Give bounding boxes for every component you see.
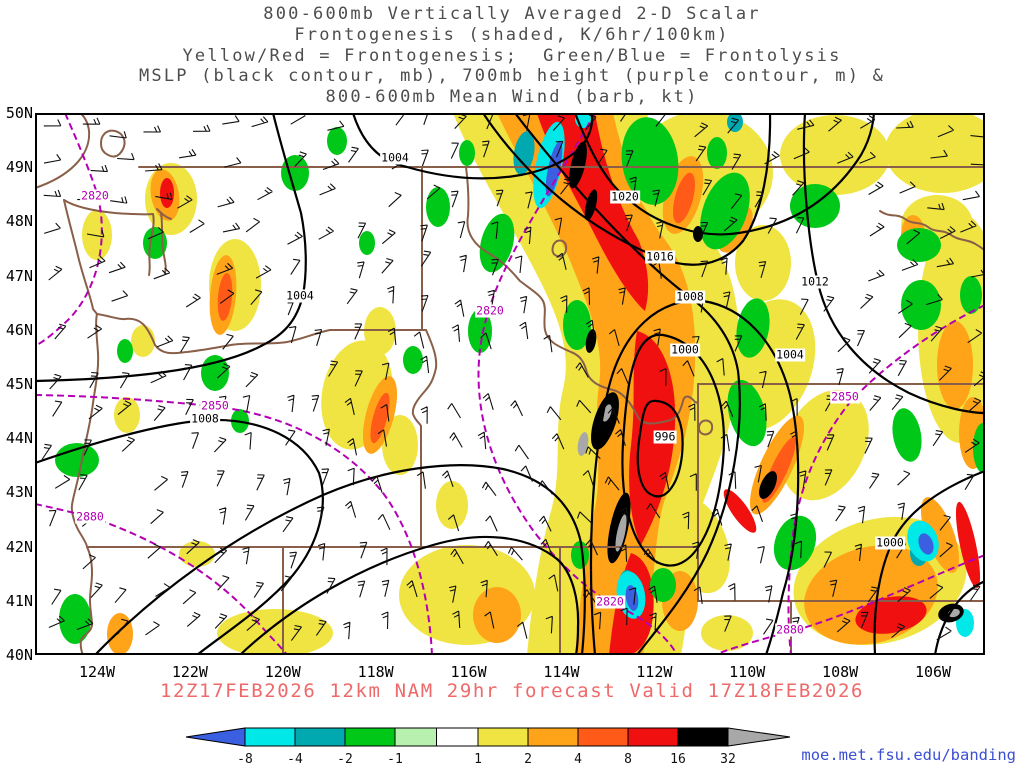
colorbar-tick-label: 32 <box>720 752 736 767</box>
colorbar-tick-label: -8 <box>237 752 253 767</box>
colorbar-svg: -8 -4 -2 -1 1 2 4 8 16 32 <box>185 727 791 767</box>
colorbar-tick-label: 16 <box>670 752 686 767</box>
lat-label: 45N <box>5 375 33 393</box>
lon-label: 122W <box>171 663 208 681</box>
colorbar-tick-label: 8 <box>624 752 632 767</box>
colorbar-segment <box>436 727 479 747</box>
colorbar-segment <box>527 727 579 747</box>
height-contour-label: 2820 <box>475 303 505 318</box>
mslp-contour-label: 1000 <box>670 342 700 357</box>
chart-title: 800-600mb Vertically Averaged 2-D Scalar… <box>0 4 1024 108</box>
forecast-info: 12Z17FEB2026 12km NAM 29hr forecast Vali… <box>159 680 865 702</box>
mslp-contour-label: 1008 <box>190 411 220 426</box>
title-line-1: 800-600mb Vertically Averaged 2-D Scalar <box>263 4 761 24</box>
contour-label-layer: 1004 1020 1016 1008 1012 1000 1004 996 1008 1000 1… <box>35 113 985 655</box>
lon-label: 120W <box>264 663 301 681</box>
colorbar-segment <box>677 727 729 747</box>
height-contour-label: 2850 <box>200 398 230 413</box>
title-line-4: MSLP (black contour, mb), 700mb height (… <box>138 66 886 87</box>
colorbar-segment <box>244 727 296 747</box>
lat-label: 44N <box>5 429 33 448</box>
mslp-contour-label: 1004 <box>775 347 805 362</box>
map-area: 1004 1020 1016 1008 1012 1000 1004 996 1008 1000 1… <box>35 113 985 655</box>
lat-label: 43N <box>5 483 33 502</box>
lat-label: 42N <box>5 537 33 556</box>
mslp-contour-label: 1004 <box>380 150 410 165</box>
wind-barbs <box>41 113 985 641</box>
height-contour-label: 2850 <box>830 389 860 404</box>
height-contours <box>35 113 985 655</box>
colorbar-tick-label: 4 <box>574 752 582 767</box>
lon-label: 124W <box>78 663 116 681</box>
colorbar-segment <box>394 727 437 747</box>
map-plot <box>35 113 985 655</box>
mslp-contour-label: 1008 <box>675 289 705 304</box>
lat-label: 49N <box>5 158 33 177</box>
colorbar: -8 -4 -2 -1 1 2 4 8 16 32 <box>176 722 836 768</box>
colorbar-segment <box>294 727 346 747</box>
lat-label: 48N <box>5 212 33 231</box>
lon-label: 106W <box>914 663 952 681</box>
lon-label: 110W <box>729 663 766 681</box>
mslp-contours <box>35 113 985 655</box>
colorbar-tick-label: -4 <box>287 752 303 767</box>
title-line-2: Frontogenesis (shaded, K/6hr/100km) <box>294 24 730 45</box>
credit-url: moe.met.fsu.edu/banding <box>801 746 1016 764</box>
mslp-contour-label: 1016 <box>645 249 675 264</box>
height-contour-label: 2880 <box>775 622 805 637</box>
state-borders <box>35 113 985 655</box>
colorbar-right-arrow <box>727 727 791 747</box>
colorbar-left-arrow <box>185 727 246 747</box>
height-contour-label: 2820 <box>595 594 625 609</box>
mslp-contour-label: 1012 <box>800 274 830 289</box>
mslp-contour-label: 1000 <box>875 535 905 550</box>
lat-label: 47N <box>5 266 33 285</box>
colorbar-tick-label: -1 <box>387 752 403 767</box>
lat-label: 40N <box>5 646 33 664</box>
lon-label: 118W <box>357 663 394 681</box>
mslp-contour-label: 1020 <box>610 189 640 204</box>
mslp-contour-label: 996 <box>653 429 677 444</box>
lon-label: 116W <box>450 663 487 681</box>
colorbar-segment <box>477 727 529 747</box>
title-line-5: 800-600mb Mean Wind (barb, kt) <box>325 87 699 108</box>
height-contour-label: 2880 <box>75 509 105 524</box>
shaded-regions <box>55 113 985 655</box>
colorbar-tick-label: 1 <box>474 752 482 767</box>
mslp-contour-label: 1004 <box>285 288 315 303</box>
colorbar-segment <box>577 727 629 747</box>
lon-label: 114W <box>543 663 580 681</box>
colorbar-segment <box>627 727 679 747</box>
height-contour-label: 2820 <box>80 188 110 203</box>
lon-label: 112W <box>636 663 673 681</box>
map-frame <box>35 113 985 655</box>
title-line-3: Yellow/Red = Frontogenesis; Green/Blue =… <box>182 45 842 66</box>
lat-label: 46N <box>5 320 33 339</box>
lon-label: 108W <box>822 663 859 681</box>
lat-label: 41N <box>5 591 33 610</box>
colorbar-tick-label: 2 <box>524 752 532 767</box>
colorbar-tick-label: -2 <box>337 752 353 767</box>
colorbar-segment <box>344 727 396 747</box>
